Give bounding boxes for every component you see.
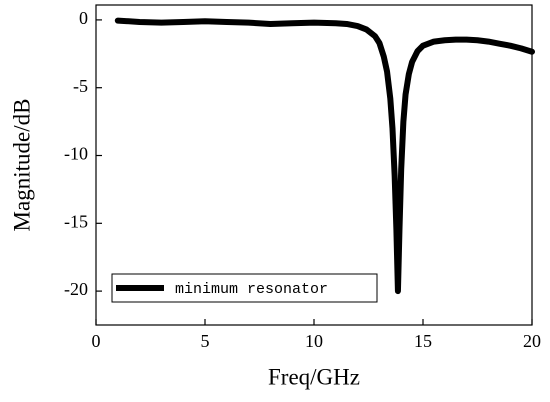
x-tick-label: 0 <box>92 331 101 351</box>
y-tick-label: -15 <box>64 211 88 231</box>
y-tick-label: -10 <box>64 144 88 164</box>
x-tick-label: 10 <box>305 331 323 351</box>
x-tick-label: 15 <box>414 331 432 351</box>
x-tick-label: 5 <box>201 331 210 351</box>
data-line <box>114 17 535 295</box>
y-tick-label: 0 <box>79 8 88 28</box>
y-axis-title: Magnitude/dB <box>9 99 34 232</box>
y-tick-label: -5 <box>73 76 88 96</box>
y-tick-label: -20 <box>64 279 88 299</box>
x-tick-label: 20 <box>523 331 541 351</box>
legend-label: minimum resonator <box>175 281 328 298</box>
x-axis-title: Freq/GHz <box>268 364 360 389</box>
